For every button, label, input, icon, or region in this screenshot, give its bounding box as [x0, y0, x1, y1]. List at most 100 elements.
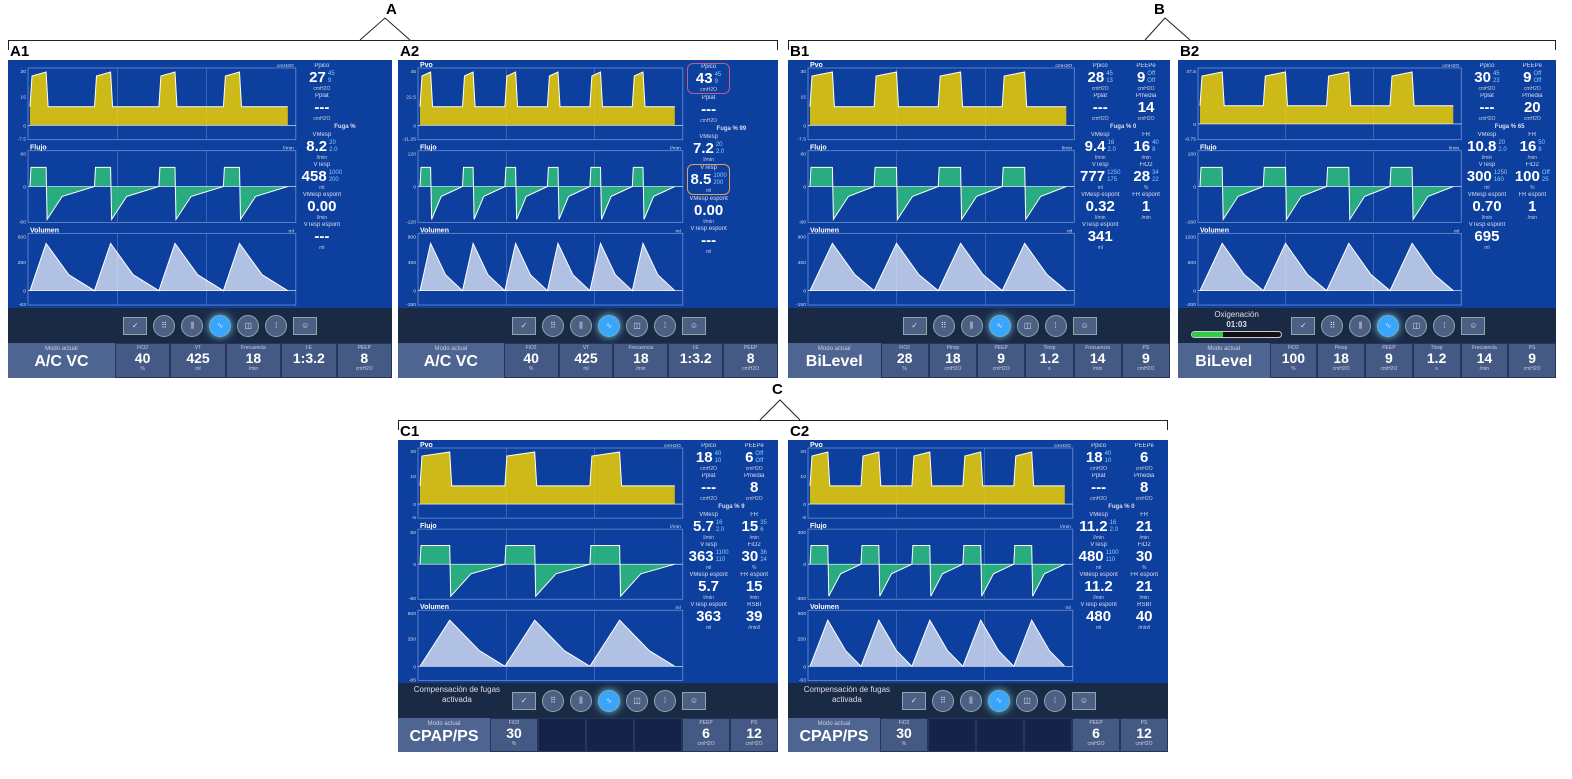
current-mode-button[interactable]: Modo actual CPAP/PS: [788, 717, 880, 752]
current-mode-button[interactable]: Modo actual A/C VC: [8, 343, 115, 378]
setting-frecuencia[interactable]: Frecuencia 14/min: [1460, 343, 1509, 378]
setting-frecuencia[interactable]: Frecuencia 18/min: [225, 343, 282, 378]
readout-vtesp-espont: VTesp espont 480 ml: [1077, 602, 1121, 631]
setting-peep[interactable]: PEEP 8 cmH2O: [336, 343, 392, 378]
user-settings-button[interactable]: ☺: [682, 316, 706, 335]
loop-button[interactable]: ◫: [626, 689, 648, 712]
grid-button[interactable]: ⠿: [1321, 314, 1344, 337]
setting-fio2[interactable]: FiO2 30%: [490, 717, 538, 752]
setting-fio2[interactable]: FiO2 28%: [880, 343, 929, 378]
setting-i-e[interactable]: I:E 1:3.2: [281, 343, 337, 378]
grid-button[interactable]: ⠿: [932, 314, 955, 337]
readout-unit: /min: [1141, 155, 1151, 162]
dots-button[interactable]: ⁞: [1433, 314, 1456, 337]
dots-button[interactable]: ⁞: [654, 314, 676, 337]
waveform-button[interactable]: ∿: [598, 314, 620, 337]
current-mode-button[interactable]: Modo actual A/C VC: [398, 343, 504, 378]
readout-unit: cmH2O: [313, 86, 331, 93]
split-button[interactable]: ⫼: [960, 314, 983, 337]
current-mode-button[interactable]: Modo actual BiLevel: [1178, 343, 1270, 378]
setting-frecuencia[interactable]: Frecuencia 14/min: [1073, 343, 1122, 378]
setting-label: PS: [750, 719, 758, 726]
pressure-waveform: 20 10 0 -5 Pvo cmH2O: [410, 442, 684, 521]
setting-pinsp[interactable]: Pinsp 18 cmH2O: [1317, 343, 1365, 378]
loop-icon: ◫: [1023, 696, 1031, 706]
split-button[interactable]: ⫼: [1349, 314, 1372, 337]
readout-value: 100: [1514, 168, 1540, 186]
loop-button[interactable]: ◫: [237, 314, 260, 337]
dots-button[interactable]: ⁞: [1044, 689, 1066, 712]
checklist-button[interactable]: ✓: [123, 316, 148, 335]
readout-unit: cmH2O: [1091, 86, 1109, 93]
waveform-button[interactable]: ∿: [1377, 314, 1400, 337]
checklist-button[interactable]: ✓: [902, 691, 926, 710]
loop-button[interactable]: ◫: [1016, 314, 1039, 337]
user-settings-button[interactable]: ☺: [1072, 691, 1096, 710]
checklist-button[interactable]: ✓: [512, 691, 536, 710]
dots-button[interactable]: ⁞: [265, 314, 288, 337]
setting-i-e[interactable]: I:E 1:3.2: [668, 343, 724, 378]
setting-tinsp[interactable]: Tinsp 1.2 s: [1025, 343, 1074, 378]
setting-ps[interactable]: PS 9 cmH2O: [1508, 343, 1556, 378]
setting-fio2[interactable]: FiO2 40%: [114, 343, 171, 378]
dots-button[interactable]: ⁞: [654, 689, 676, 712]
readout-label: Ppico: [314, 63, 330, 70]
setting-peep[interactable]: PEEP 9 cmH2O: [1365, 343, 1413, 378]
setting-peep[interactable]: PEEP 9 cmH2O: [977, 343, 1026, 378]
readout-label: VTesp espont: [690, 226, 727, 233]
volume-waveform: 500 250 0 -63 Volumen ml: [18, 227, 297, 308]
setting-peep[interactable]: PEEP 6 cmH2O: [1072, 717, 1120, 752]
flow-waveform: 80 0 -80 Flujo l/min: [799, 145, 1075, 225]
user-settings-button[interactable]: ☺: [682, 691, 706, 710]
waveform-button[interactable]: ∿: [988, 314, 1011, 337]
setting-ps[interactable]: PS 12 cmH2O: [1120, 717, 1168, 752]
setting-vt[interactable]: VT 425 ml: [170, 343, 226, 378]
setting-fio2[interactable]: FiO2 30%: [880, 717, 928, 752]
grid-button[interactable]: ⠿: [542, 689, 564, 712]
current-mode-button[interactable]: Modo actual BiLevel: [788, 343, 881, 378]
checklist-button[interactable]: ✓: [1291, 316, 1316, 335]
loop-button[interactable]: ◫: [1016, 689, 1038, 712]
setting-ps[interactable]: PS 9 cmH2O: [1121, 343, 1170, 378]
split-button[interactable]: ⫼: [181, 314, 204, 337]
grid-button[interactable]: ⠿: [932, 689, 954, 712]
axis-tick-label: -80: [799, 219, 806, 225]
split-button[interactable]: ⫼: [960, 689, 982, 712]
waveform-trace: [419, 71, 675, 108]
waveform-button[interactable]: ∿: [988, 689, 1010, 712]
user-settings-button[interactable]: ☺: [1461, 316, 1486, 335]
waveform-button[interactable]: ∿: [598, 689, 620, 712]
grid-button[interactable]: ⠿: [542, 314, 564, 337]
waveforms: 30 15 0 -7.5 cmH2O 60 0 -60 Flujo l/min 500 250 0 -63…: [17, 63, 297, 308]
checklist-button[interactable]: ✓: [512, 316, 536, 335]
user-settings-button[interactable]: ☺: [1072, 316, 1097, 335]
split-button[interactable]: ⫼: [570, 689, 592, 712]
setting-pinsp[interactable]: Pinsp 18 cmH2O: [928, 343, 977, 378]
checklist-button[interactable]: ✓: [902, 316, 927, 335]
loop-button[interactable]: ◫: [1405, 314, 1428, 337]
setting-ps[interactable]: PS 12 cmH2O: [730, 717, 778, 752]
waveform-button[interactable]: ∿: [209, 314, 232, 337]
readout-value: 18: [1085, 449, 1103, 467]
axis-tick-label: -63: [19, 302, 26, 308]
loop-button[interactable]: ◫: [626, 314, 648, 337]
waveform-area: 30 15 0 -7.5 cmH2O 60 0 -60 Flujo l/min 500 250 0 -63…: [8, 60, 300, 308]
setting-unit: %: [901, 740, 907, 747]
dots-button[interactable]: ⁞: [1044, 314, 1067, 337]
current-mode-button[interactable]: Modo actual CPAP/PS: [398, 717, 490, 752]
user-settings-button[interactable]: ☺: [293, 316, 318, 335]
setting-fio2[interactable]: FiO2 100%: [1269, 343, 1318, 378]
setting-peep[interactable]: PEEP 8 cmH2O: [723, 343, 778, 378]
readout-value-row: 40: [1123, 609, 1165, 625]
waveforms: 45 22.5 0 -11.25 Pvo 120 0 -120 Flujo l/min 900 450…: [402, 62, 684, 308]
setting-vt[interactable]: VT 425 ml: [558, 343, 614, 378]
loop-icon: ◫: [633, 321, 641, 331]
split-button[interactable]: ⫼: [570, 314, 592, 337]
mode-label: Modo actual: [1207, 346, 1241, 353]
setting-peep[interactable]: PEEP 6 cmH2O: [682, 717, 730, 752]
setting-tinsp[interactable]: Tinsp 1.2 s: [1412, 343, 1461, 378]
setting-fio2[interactable]: FiO2 40%: [503, 343, 559, 378]
setting-frecuencia[interactable]: Frecuencia 18/min: [613, 343, 669, 378]
grid-button[interactable]: ⠿: [153, 314, 176, 337]
readout-vtesp: VTesp 458 1000 200 ml: [300, 162, 344, 191]
